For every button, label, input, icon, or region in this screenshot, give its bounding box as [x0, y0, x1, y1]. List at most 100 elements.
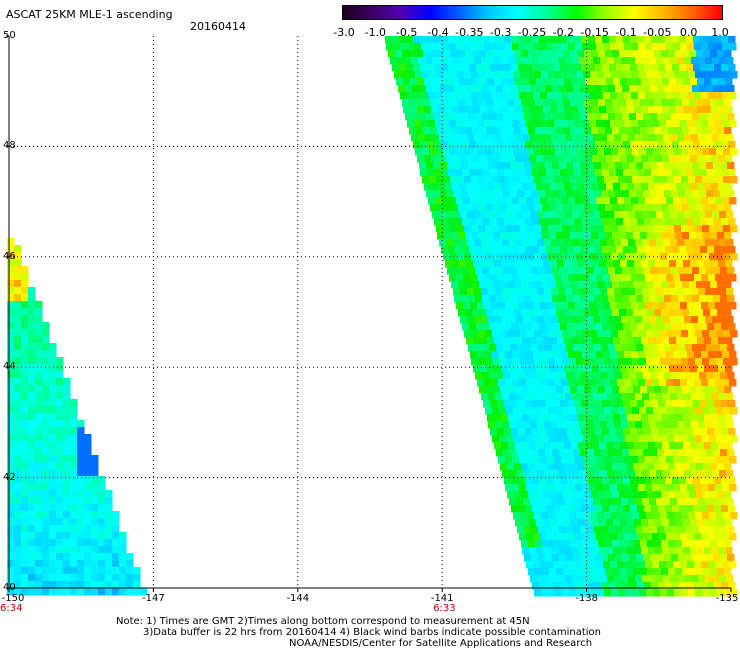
- swath-cell: [520, 330, 528, 338]
- swath-cell: [475, 162, 483, 170]
- swath-cell: [480, 155, 488, 163]
- swath-cell: [717, 309, 725, 317]
- swath-cell: [610, 120, 618, 128]
- swath-cell: [690, 365, 698, 373]
- swath-cell: [7, 469, 15, 477]
- swath-cell: [56, 497, 64, 505]
- swath-cell: [723, 407, 731, 415]
- swath-cell: [570, 281, 578, 289]
- swath-cell: [483, 323, 491, 331]
- swath-cell: [534, 589, 542, 597]
- swath-cell: [472, 281, 480, 289]
- swath-cell: [652, 379, 660, 387]
- swath-cell: [517, 162, 525, 170]
- swath-cell: [471, 330, 479, 338]
- swath-cell: [596, 561, 604, 569]
- swath-cell: [511, 323, 519, 331]
- swath-cell: [683, 78, 691, 86]
- swath-cell: [679, 582, 687, 590]
- swath-cell: [468, 295, 476, 303]
- swath-cell: [42, 399, 50, 407]
- swath-cell: [679, 428, 687, 436]
- swath-cell: [485, 148, 493, 156]
- swath-cell: [634, 106, 642, 114]
- swath-cell: [700, 246, 708, 254]
- swath-cell: [535, 281, 543, 289]
- swath-cell: [713, 449, 721, 457]
- swath-cell: [666, 92, 674, 100]
- swath-cell: [649, 288, 657, 296]
- swath-cell: [56, 518, 64, 526]
- swath-cell: [400, 92, 408, 100]
- swath-cell: [403, 106, 411, 114]
- swath-cell: [42, 455, 50, 463]
- swath-cell: [608, 190, 616, 198]
- swath-cell: [522, 442, 530, 450]
- swath-cell: [582, 379, 590, 387]
- swath-cell: [636, 267, 644, 275]
- swath-cell: [670, 134, 678, 142]
- swath-cell: [619, 309, 627, 317]
- swath-cell: [690, 442, 698, 450]
- swath-cell: [98, 525, 106, 533]
- swath-cell: [529, 78, 537, 86]
- swath-cell: [443, 148, 451, 156]
- swath-cell: [553, 400, 561, 408]
- swath-cell: [548, 148, 556, 156]
- swath-cell: [526, 561, 534, 569]
- swath-cell: [21, 539, 29, 547]
- swath-cell: [682, 281, 690, 289]
- swath-cell: [605, 127, 613, 135]
- swath-cell: [564, 183, 572, 191]
- swath-cell: [635, 288, 643, 296]
- swath-cell: [672, 36, 680, 44]
- swath-cell: [724, 386, 732, 394]
- swath-cell: [686, 36, 694, 44]
- swath-cell: [722, 484, 730, 492]
- swath-cell: [640, 204, 648, 212]
- swath-cell: [495, 239, 503, 247]
- swath-cell: [517, 449, 525, 457]
- swath-cell: [519, 484, 527, 492]
- swath-cell: [478, 71, 486, 79]
- swath-cell: [622, 554, 630, 562]
- swath-cell: [670, 393, 678, 401]
- swath-cell: [21, 504, 29, 512]
- swath-cell: [417, 155, 425, 163]
- swath-cell: [618, 435, 626, 443]
- swath-cell: [482, 85, 490, 93]
- swath-cell: [640, 386, 648, 394]
- swath-cell: [575, 533, 583, 541]
- swath-cell: [568, 120, 576, 128]
- swath-cell: [566, 190, 574, 198]
- swath-cell: [515, 519, 523, 527]
- swath-cell: [506, 225, 514, 233]
- swath-cell: [653, 148, 661, 156]
- swath-cell: [645, 197, 653, 205]
- swath-cell: [645, 43, 653, 51]
- swath-cell: [14, 252, 22, 260]
- swath-cell: [542, 281, 550, 289]
- swath-cell: [674, 512, 682, 520]
- swath-cell: [504, 400, 512, 408]
- swath-cell: [685, 190, 693, 198]
- swath-cell: [14, 343, 22, 351]
- swath-cell: [421, 43, 429, 51]
- swath-cell: [655, 78, 663, 86]
- swath-cell: [91, 462, 99, 470]
- swath-cell: [56, 511, 64, 519]
- swath-cell: [631, 302, 639, 310]
- swath-cell: [70, 434, 78, 442]
- swath-cell: [507, 281, 515, 289]
- swath-cell: [551, 211, 559, 219]
- swath-cell: [531, 449, 539, 457]
- swath-cell: [670, 288, 678, 296]
- swath-cell: [599, 337, 607, 345]
- swath-cell: [667, 253, 675, 261]
- swath-cell: [529, 183, 537, 191]
- swath-cell: [56, 357, 64, 365]
- swath-cell: [21, 371, 29, 379]
- swath-cell: [693, 582, 701, 590]
- swath-cell: [525, 246, 533, 254]
- swath-cell: [624, 274, 632, 282]
